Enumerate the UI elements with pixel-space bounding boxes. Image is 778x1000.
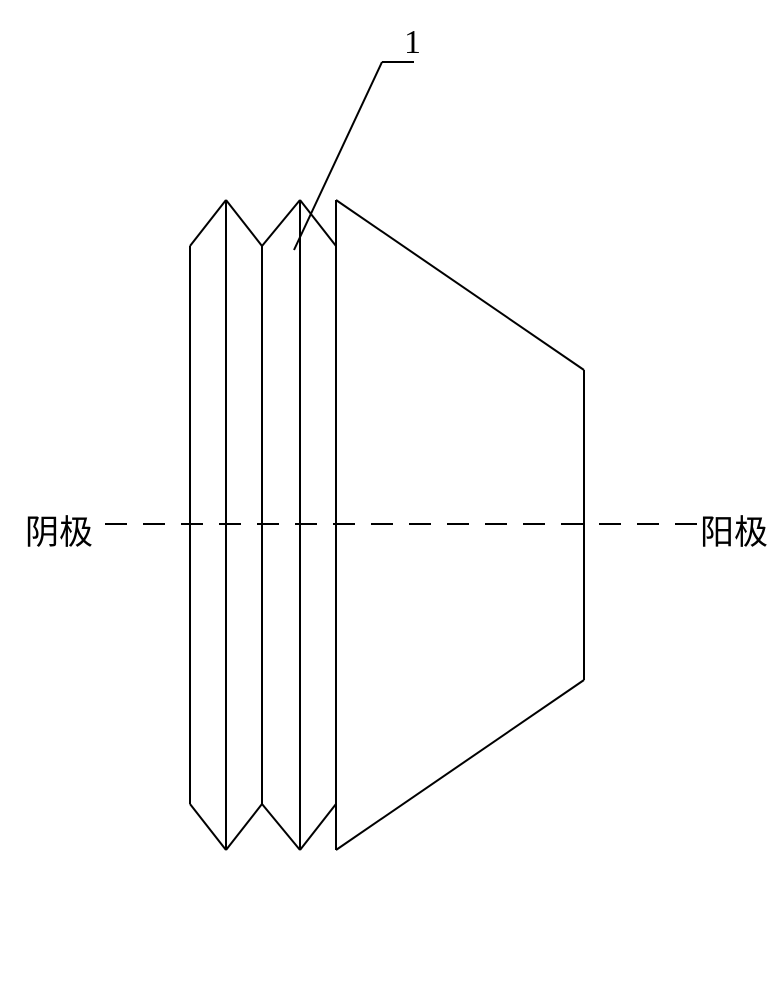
fold2-bot-l [226,804,262,850]
fold1-bot [190,804,226,850]
diagram-svg [0,0,778,1000]
fold1-top [190,200,226,246]
fold3-top-l [300,200,336,246]
fold2-top-r [262,200,300,246]
cone-top-slope [336,200,584,370]
diagram-canvas: 阴极 阳极 1 [0,0,778,1000]
fold3-top-r [336,200,372,246]
fold2-top-l [226,200,262,246]
cone-bot-slope [336,680,584,850]
callout-1: 1 [404,24,421,62]
fold3-bot-l [300,804,336,850]
cathode-label: 阴极 [25,505,93,554]
fold2-bot-r [262,804,300,850]
anode-label: 阳极 [700,505,768,554]
